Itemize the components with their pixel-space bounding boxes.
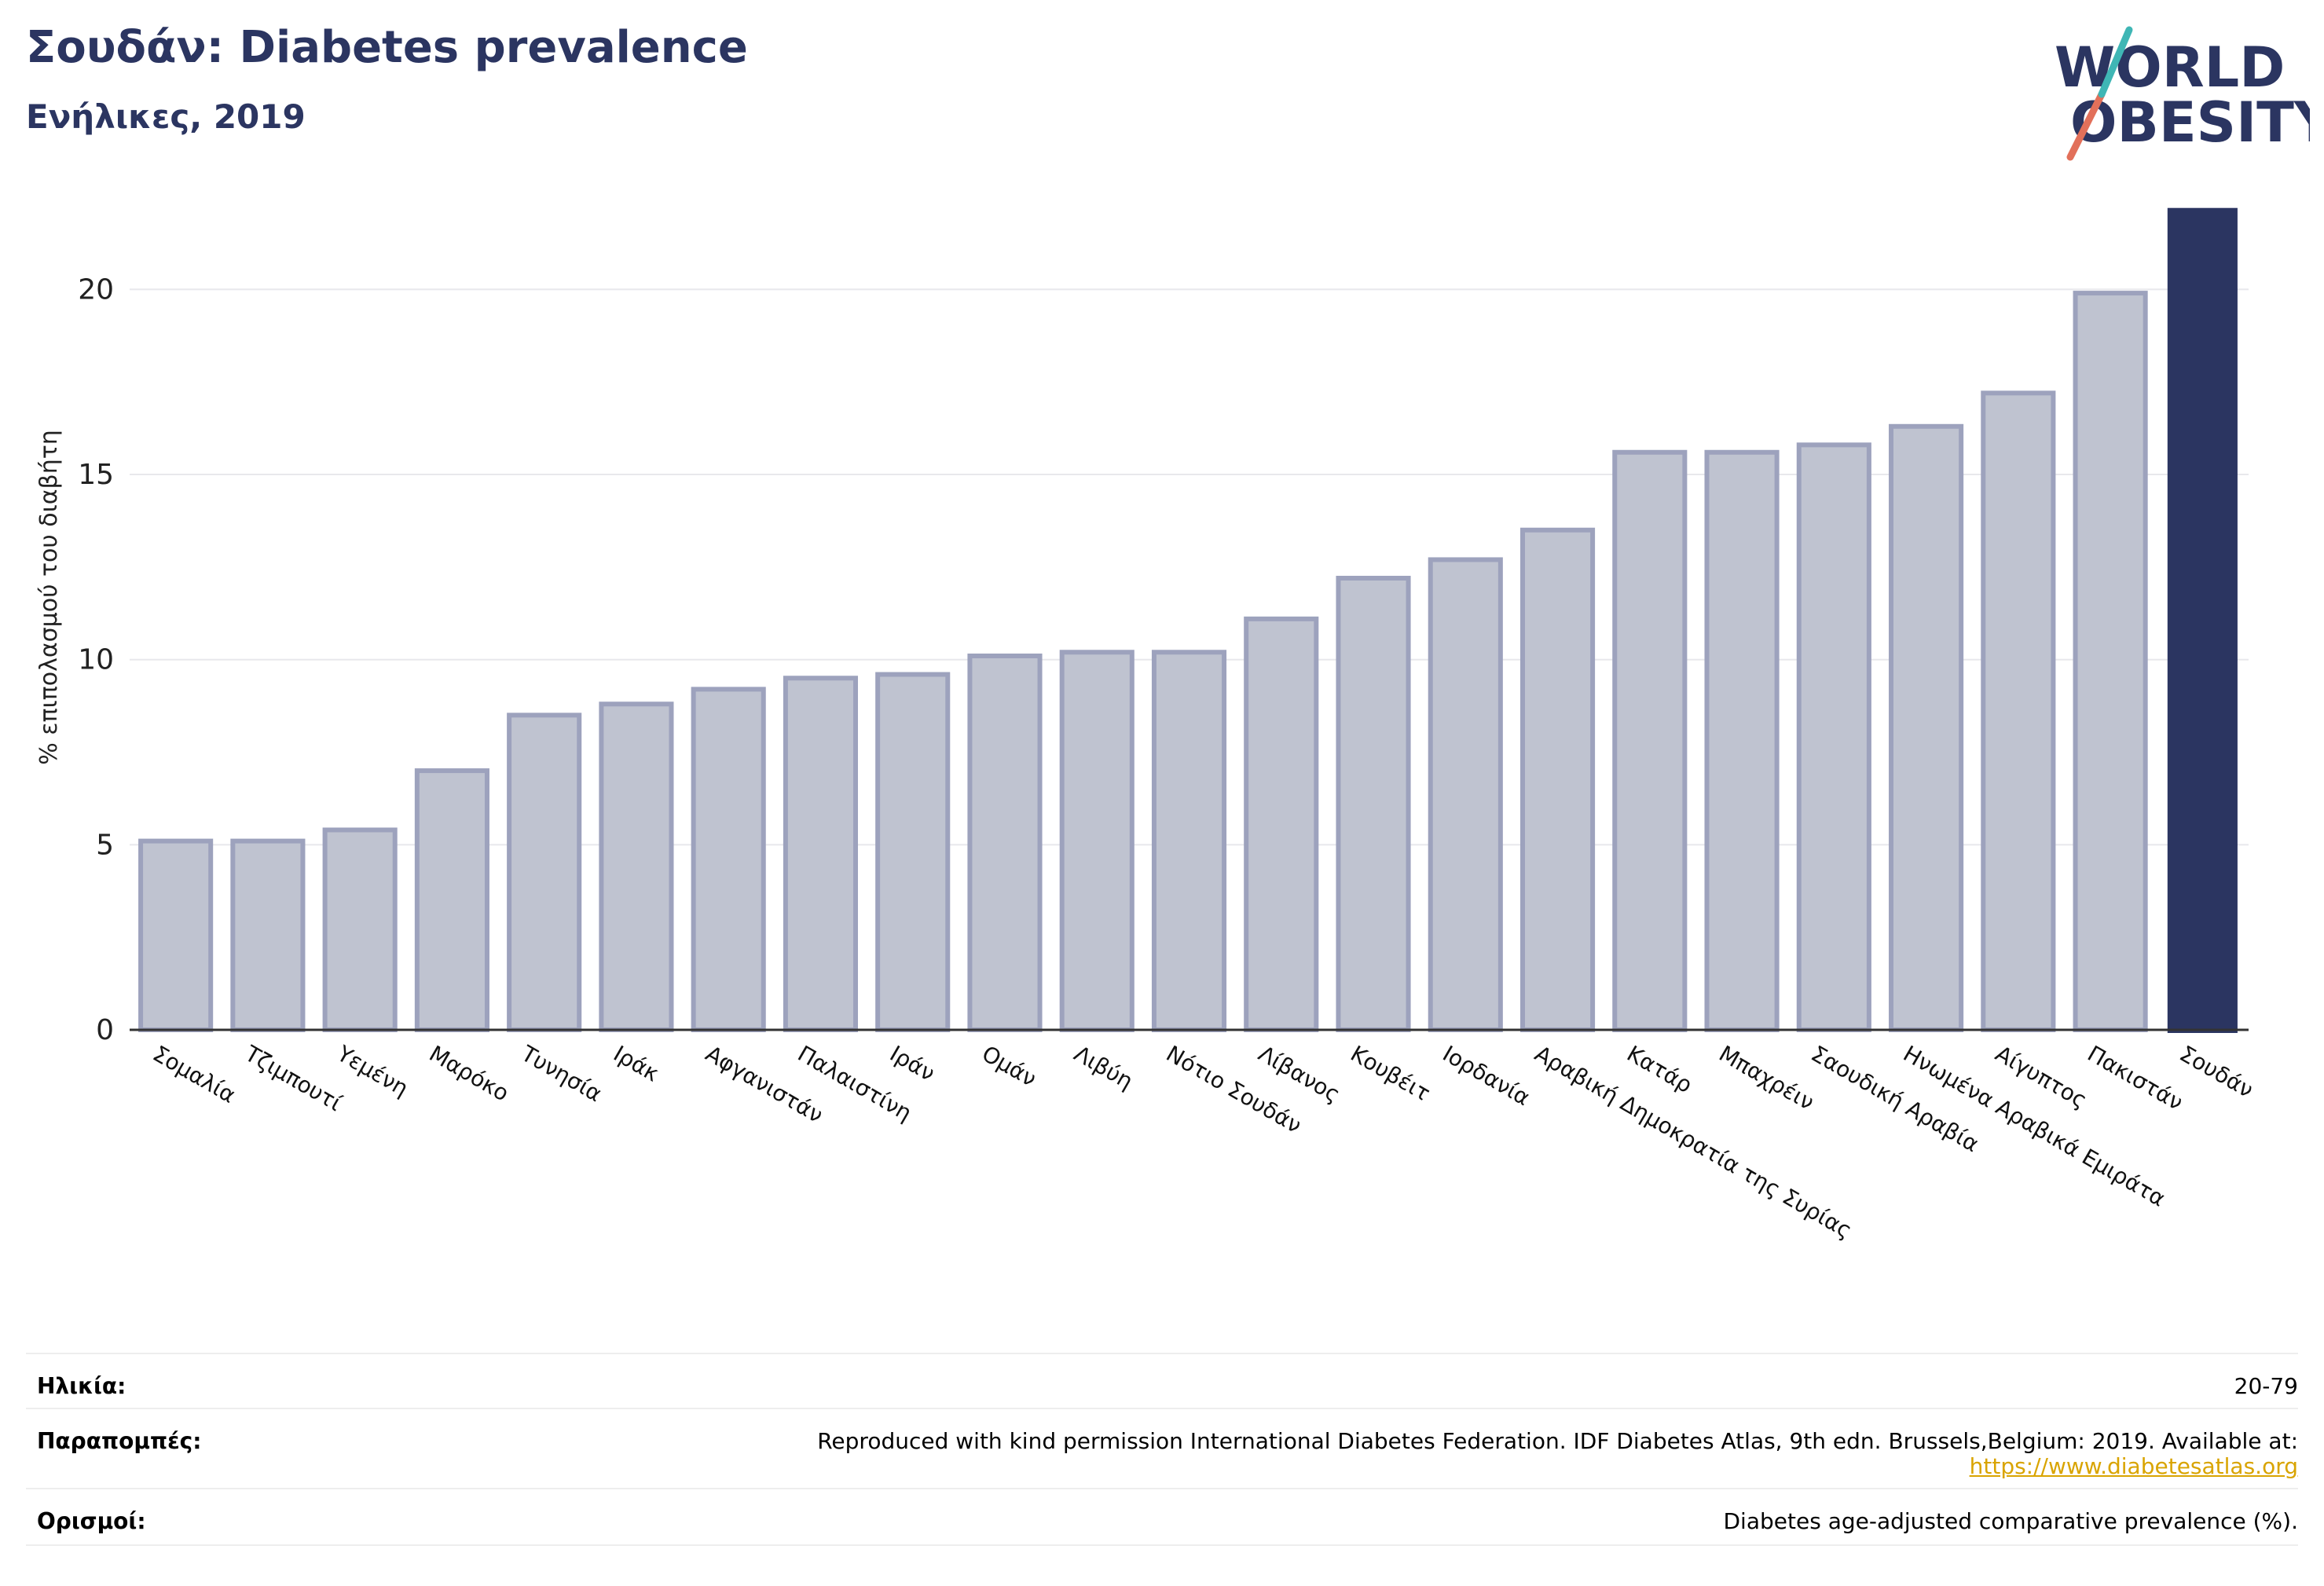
y-tick-label: 15 bbox=[78, 459, 114, 491]
bar-21 bbox=[2073, 291, 2148, 1032]
bar-22 bbox=[2167, 207, 2238, 1033]
x-tick-label: Μαρόκο bbox=[425, 1040, 514, 1106]
bar-6 bbox=[691, 687, 766, 1032]
x-tick-label: Κατάρ bbox=[1622, 1040, 1696, 1098]
bar-20 bbox=[1981, 390, 2056, 1032]
bar-15 bbox=[1519, 527, 1596, 1032]
bar-9 bbox=[967, 653, 1043, 1033]
meta-row-definitions: Ορισμοί: Diabetes age-adjusted comparati… bbox=[26, 1488, 2298, 1546]
y-tick-label: 0 bbox=[96, 1014, 114, 1046]
x-tick-label: Κουβέιτ bbox=[1346, 1040, 1435, 1106]
bar-7 bbox=[783, 676, 859, 1032]
bar-11 bbox=[1151, 650, 1227, 1033]
definitions-label: Ορισμοί: bbox=[37, 1508, 146, 1534]
x-tick-label: Λιβύη bbox=[1070, 1040, 1138, 1094]
y-tick-label: 10 bbox=[78, 644, 114, 676]
age-label: Ηλικία: bbox=[37, 1373, 126, 1399]
world-obesity-logo: WORLD OBESITY bbox=[2055, 26, 2310, 161]
y-axis-label: % επιπολασμού του διαβήτη bbox=[35, 430, 63, 765]
references-label: Παραπομπές: bbox=[37, 1428, 202, 1454]
bar-13 bbox=[1336, 576, 1411, 1032]
logo-line-1: WORLD bbox=[2055, 35, 2285, 100]
logo-line-2: OBESITY bbox=[2070, 90, 2310, 155]
bar-0 bbox=[138, 838, 214, 1032]
bar-2 bbox=[322, 827, 398, 1033]
x-tick-label: Σαουδική Αραβία bbox=[1807, 1040, 1984, 1157]
bar-19 bbox=[1889, 423, 1964, 1032]
bar-1 bbox=[230, 838, 306, 1032]
bar-10 bbox=[1059, 650, 1135, 1033]
x-tick-label: Μπαχρέιν bbox=[1714, 1040, 1818, 1115]
meta-row-references: Παραπομπές: Reproduced with kind permiss… bbox=[26, 1408, 2298, 1489]
chart-subtitle: Ενήλικες, 2019 bbox=[26, 97, 306, 136]
bar-4 bbox=[507, 712, 582, 1032]
y-tick-label: 20 bbox=[78, 273, 114, 306]
bar-5 bbox=[599, 701, 674, 1032]
x-tick-label: Ιορδανία bbox=[1439, 1040, 1534, 1111]
x-tick-label: Τυνησία bbox=[516, 1040, 607, 1107]
bar-18 bbox=[1796, 442, 1871, 1032]
definitions-value: Diabetes age-adjusted comparative preval… bbox=[1723, 1508, 2299, 1534]
x-tick-label: Πακιστάν bbox=[2083, 1040, 2187, 1115]
references-link[interactable]: https://www.diabetesatlas.org bbox=[1969, 1453, 2298, 1479]
x-tick-label: Σουδάν bbox=[2176, 1040, 2258, 1103]
x-tick-label: Τζιμπουτί bbox=[240, 1040, 346, 1116]
x-tick-label: Ιράκ bbox=[609, 1040, 663, 1086]
chart-title: Σουδάν: Diabetes prevalence bbox=[26, 22, 748, 73]
bar-3 bbox=[414, 768, 489, 1032]
y-tick-label: 5 bbox=[96, 829, 114, 861]
bar-17 bbox=[1704, 449, 1780, 1032]
x-tick-label: Ιράν bbox=[885, 1040, 940, 1086]
y-tick-labels: 0 5 10 15 20 bbox=[78, 273, 114, 1046]
meta-row-age: Ηλικία: 20-79 bbox=[26, 1353, 2298, 1409]
bar-14 bbox=[1428, 557, 1503, 1032]
bar-12 bbox=[1244, 616, 1319, 1032]
bar-16 bbox=[1612, 449, 1688, 1032]
x-tick-label: Σομαλία bbox=[148, 1040, 240, 1108]
bar-8 bbox=[875, 672, 951, 1032]
references-value: Reproduced with kind permission Internat… bbox=[817, 1428, 2298, 1454]
bars bbox=[138, 207, 2238, 1033]
x-tick-label: Ομάν bbox=[977, 1040, 1041, 1092]
age-value: 20-79 bbox=[2234, 1373, 2298, 1399]
x-tick-label: Αραβική Δημοκρατία της Συρίας bbox=[1530, 1040, 1857, 1244]
